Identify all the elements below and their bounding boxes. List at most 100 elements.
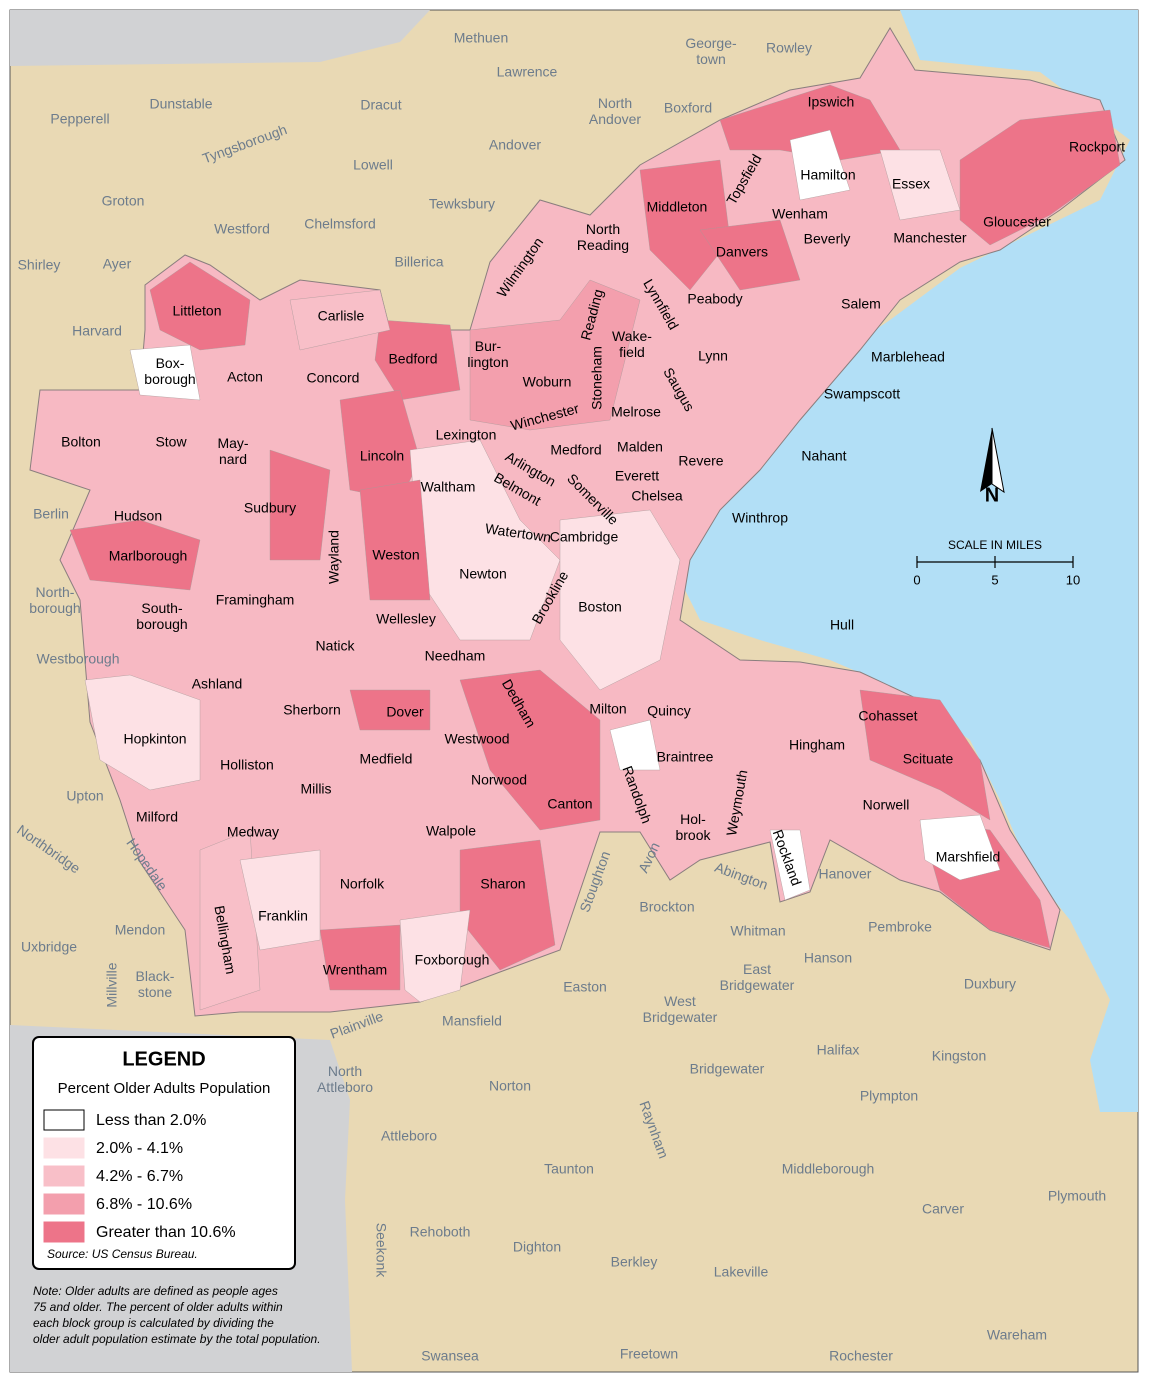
town-label-line: North — [586, 221, 620, 237]
outside-town-label: East Bridgewater — [720, 961, 795, 993]
town-label: Wrentham — [323, 962, 387, 978]
legend: LEGEND Percent Older Adults Population L… — [32, 1036, 296, 1270]
outside-town-label: Westford — [214, 221, 270, 237]
outside-town-label: Groton — [102, 193, 145, 209]
legend-items: Less than 2.0% 2.0% - 4.1% 4.2% - 6.7% 6.8%… — [43, 1109, 236, 1243]
outside-town-label: Swansea — [421, 1348, 479, 1364]
patch — [69, 519, 201, 591]
legend-swatch — [43, 1193, 85, 1215]
north-arrow: N — [980, 427, 1005, 506]
town-label: Manchester — [893, 230, 966, 246]
town-label: Lexington — [436, 427, 497, 443]
outside-town-label: West Bridgewater — [643, 993, 718, 1025]
outside-town-label-line: borough — [29, 600, 80, 616]
water — [680, 10, 1138, 1112]
patch — [459, 669, 601, 831]
outside-town-label: Rehoboth — [410, 1224, 471, 1240]
town-label: Hull — [830, 617, 854, 633]
patch — [339, 389, 421, 501]
patch — [349, 689, 431, 731]
town-label: Milford — [136, 809, 178, 825]
outside-town-label-line: Black- — [136, 968, 175, 984]
outside-town-label: Upton — [66, 788, 103, 804]
town-label: Ashland — [192, 676, 243, 692]
patch — [719, 84, 901, 161]
town-label: Newton — [459, 566, 506, 582]
town-label: Waltham — [421, 479, 476, 495]
town-label: Melrose — [611, 404, 661, 420]
town-label: Peabody — [687, 291, 742, 307]
outside-town-label: Taunton — [544, 1161, 594, 1177]
town-label: Cambridge — [550, 529, 619, 545]
town-label: Millis — [300, 781, 331, 797]
outside-town-label: George-town — [685, 35, 737, 67]
patch — [469, 279, 641, 431]
town-label: Wenham — [772, 206, 828, 222]
legend-swatch — [43, 1109, 85, 1131]
patch — [269, 449, 331, 561]
town-label-line: Bur- — [475, 338, 502, 354]
town-label: Littleton — [172, 303, 221, 319]
town-label-line: South- — [141, 600, 183, 616]
town-label-line: May- — [217, 435, 248, 451]
town-label: Franklin — [258, 908, 308, 924]
outside-town-label: Dunstable — [149, 96, 212, 112]
outside-town-label-line: stone — [138, 984, 172, 1000]
legend-swatch — [43, 1165, 85, 1187]
outside-town-label: Lawrence — [497, 64, 558, 80]
patch — [919, 814, 1001, 881]
town-label: Essex — [892, 176, 930, 192]
outside-town-label: Methuen — [454, 30, 508, 46]
town-label: Stow — [155, 434, 187, 450]
town-label: Revere — [678, 453, 723, 469]
outside-town-label: Attleboro — [381, 1128, 437, 1144]
scale-tick-label: 10 — [1066, 572, 1080, 587]
town-label: Norwood — [471, 772, 527, 788]
town-label-line: Wake- — [612, 328, 652, 344]
town-label: Carlisle — [318, 308, 365, 324]
town-label: Lynn — [698, 348, 728, 364]
outside-town-label: Harvard — [72, 323, 122, 339]
outside-town-label: Halifax — [817, 1042, 860, 1058]
town-label: Medfield — [360, 751, 413, 767]
outside-town-label: Ayer — [103, 256, 132, 272]
town-label: Swampscott — [824, 386, 900, 402]
patch — [609, 719, 661, 771]
outside-town-label: Uxbridge — [21, 939, 77, 955]
legend-source: Source: US Census Bureau. — [47, 1247, 198, 1261]
shading — [69, 84, 1121, 1011]
outside-town-label: Plympton — [860, 1088, 918, 1104]
outside-town-label: Lowell — [353, 157, 393, 173]
legend-label: 6.8% - 10.6% — [96, 1196, 192, 1213]
town-label: Sharon — [480, 876, 525, 892]
outside-town-label: Kingston — [932, 1048, 986, 1064]
scale-tick-label: 0 — [913, 572, 920, 587]
outside-town-label: Westborough — [36, 651, 119, 667]
outside-town-label: Carver — [922, 1201, 964, 1217]
town-label: Scituate — [903, 751, 954, 767]
town-label: Everett — [615, 468, 659, 484]
outside-town-label-line: East — [743, 961, 771, 977]
town-label: Stoneham — [589, 346, 605, 410]
outside-town-label: Dighton — [513, 1239, 561, 1255]
scale-tick-label: 5 — [991, 572, 998, 587]
town-label: Wake-field — [612, 328, 652, 360]
town-label-line: lington — [467, 354, 508, 370]
town-label-line: borough — [136, 616, 187, 632]
patch — [879, 149, 961, 221]
town-label: Middleton — [647, 199, 708, 215]
town-label: Walpole — [426, 823, 476, 839]
town-label: Wayland — [326, 530, 342, 584]
town-label: May-nard — [217, 435, 248, 467]
patch — [559, 509, 681, 691]
scale-title: SCALE IN MILES — [948, 538, 1042, 552]
legend-subtitle: Percent Older Adults Population — [58, 1080, 271, 1097]
town-label: Medway — [227, 824, 279, 840]
outside-town-label-line: North- — [36, 584, 75, 600]
outside-town-label: Brockton — [639, 899, 694, 915]
town-label: Holliston — [220, 757, 274, 773]
outside-town-label: Berlin — [33, 506, 69, 522]
town-label: Ipswich — [808, 94, 855, 110]
town-label: Braintree — [657, 749, 714, 765]
